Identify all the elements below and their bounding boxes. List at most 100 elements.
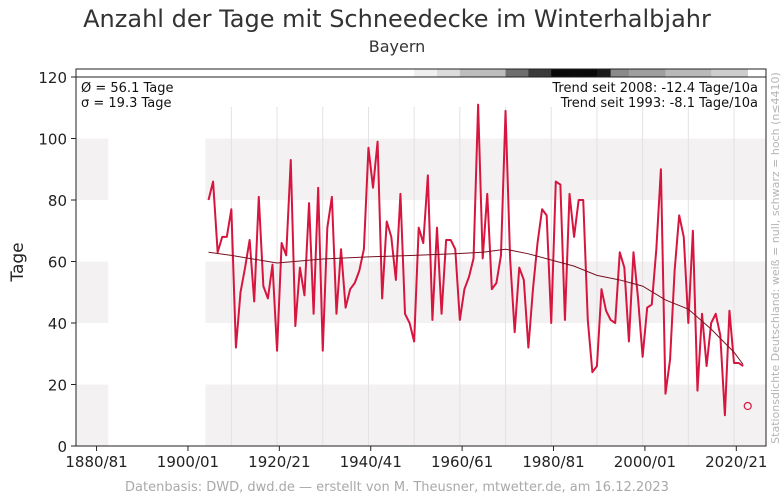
colorbar-segment bbox=[674, 69, 680, 77]
colorbar-segment bbox=[313, 69, 319, 77]
x-tick-label: 1980/81 bbox=[522, 453, 584, 471]
colorbar-segment bbox=[546, 69, 552, 77]
x-tick-label: 1940/41 bbox=[340, 453, 402, 471]
colorbar-segment bbox=[281, 69, 287, 77]
colorbar-segment bbox=[619, 69, 625, 77]
grid-band bbox=[205, 138, 767, 200]
colorbar-segment bbox=[277, 69, 282, 77]
x-tick-label: 1900/01 bbox=[157, 453, 219, 471]
colorbar-segment bbox=[208, 69, 214, 77]
colorbar-segment bbox=[345, 69, 351, 77]
colorbar-segment bbox=[327, 69, 333, 77]
colorbar-segment bbox=[322, 69, 328, 77]
colorbar-segment bbox=[670, 69, 675, 77]
colorbar-segment bbox=[510, 69, 515, 77]
colorbar-segment bbox=[560, 69, 566, 77]
colorbar-segment bbox=[258, 69, 264, 77]
colorbar-segment bbox=[217, 69, 223, 77]
colorbar-segment bbox=[592, 69, 598, 77]
colorbar-segment bbox=[423, 69, 429, 77]
colorbar-segment bbox=[377, 69, 383, 77]
colorbar-segment bbox=[464, 69, 470, 77]
x-tick-label: 1960/61 bbox=[431, 453, 493, 471]
colorbar-segment bbox=[418, 69, 424, 77]
colorbar-segment bbox=[354, 69, 360, 77]
colorbar-segment bbox=[692, 69, 698, 77]
colorbar-segment bbox=[436, 69, 442, 77]
colorbar-segment bbox=[711, 69, 717, 77]
y-tick-label: 120 bbox=[38, 69, 67, 87]
grid-band-left bbox=[76, 384, 109, 446]
x-tick-label: 2020/21 bbox=[705, 453, 767, 471]
y-tick-label: 60 bbox=[48, 254, 67, 272]
colorbar-segment bbox=[505, 69, 511, 77]
colorbar-segment bbox=[441, 69, 447, 77]
colorbar-segment bbox=[601, 69, 607, 77]
colorbar-segment bbox=[665, 69, 671, 77]
colorbar-segment bbox=[286, 69, 292, 77]
colorbar-segment bbox=[350, 69, 356, 77]
colorbar-segment bbox=[222, 69, 228, 77]
colorbar-segment bbox=[633, 69, 639, 77]
colorbar-segment bbox=[532, 69, 538, 77]
colorbar-segment bbox=[299, 69, 305, 77]
grid-band-left bbox=[76, 261, 109, 323]
colorbar-segment bbox=[720, 69, 726, 77]
trend-since-1993: Trend seit 1993: -8.1 Tage/10a bbox=[560, 96, 758, 111]
y-tick-label: 100 bbox=[38, 131, 67, 149]
colorbar-segment bbox=[656, 69, 662, 77]
x-ticks: 1880/81 1900/01 1920/21 1940/41 1960/61 1980/… bbox=[65, 446, 767, 471]
colorbar-segment bbox=[647, 69, 653, 77]
trend-since-2008: Trend seit 2008: -12.4 Tage/10a bbox=[551, 81, 758, 96]
y-tick-label: 40 bbox=[48, 315, 67, 333]
grid-band bbox=[205, 261, 767, 323]
colorbar-segment bbox=[468, 69, 474, 77]
colorbar-segment bbox=[267, 69, 273, 77]
colorbar-segment bbox=[542, 69, 547, 77]
colorbar-segment bbox=[496, 69, 502, 77]
colorbar-segment bbox=[368, 69, 374, 77]
colorbar-segment bbox=[679, 69, 685, 77]
colorbar-segment bbox=[459, 69, 465, 77]
footer-source: Datenbasis: DWD, dwd.de — erstellt von M… bbox=[125, 480, 669, 495]
colorbar-segment bbox=[400, 69, 406, 77]
colorbar-segment bbox=[487, 69, 493, 77]
colorbar-segment bbox=[245, 69, 250, 77]
colorbar-segment bbox=[455, 69, 461, 77]
colorbar-segment bbox=[395, 69, 401, 77]
series-line bbox=[207, 103, 744, 417]
colorbar-segment bbox=[427, 69, 433, 77]
colorbar-segment bbox=[382, 69, 388, 77]
colorbar-segment bbox=[537, 69, 543, 77]
data-point-latest bbox=[743, 401, 752, 411]
x-tick-label: 1920/21 bbox=[248, 453, 310, 471]
colorbar-segment bbox=[724, 69, 730, 77]
vertical-gridlines bbox=[230, 107, 735, 446]
y-axis-label: Tage bbox=[8, 242, 28, 282]
colorbar-segment bbox=[596, 69, 602, 77]
colorbar-segment bbox=[660, 69, 666, 77]
colorbar-segment bbox=[450, 69, 456, 77]
colorbar-segment bbox=[414, 69, 420, 77]
colorbar-segment bbox=[213, 69, 218, 77]
station-density-bar bbox=[75, 68, 767, 78]
y-tick-label: 80 bbox=[48, 192, 67, 210]
colorbar-segment bbox=[482, 69, 488, 77]
colorbar-segment bbox=[683, 69, 689, 77]
colorbar-segment bbox=[409, 69, 415, 77]
colorbar-segment bbox=[528, 69, 534, 77]
colorbar-segment bbox=[405, 69, 410, 77]
colorbar-segment bbox=[514, 69, 520, 77]
colorbar-segment bbox=[688, 69, 694, 77]
colorbar-segment bbox=[578, 69, 584, 77]
colorbar-segment bbox=[624, 69, 630, 77]
y-tick-label: 0 bbox=[57, 438, 67, 456]
colorbar-segment bbox=[729, 69, 735, 77]
colorbar-segment bbox=[240, 69, 246, 77]
colorbar-segment bbox=[734, 69, 739, 77]
colorbar-segment bbox=[702, 69, 707, 77]
colorbar-segment bbox=[628, 69, 634, 77]
colorbar-segment bbox=[254, 69, 260, 77]
colorbar-segment bbox=[359, 69, 365, 77]
colorbar-segment bbox=[263, 69, 269, 77]
